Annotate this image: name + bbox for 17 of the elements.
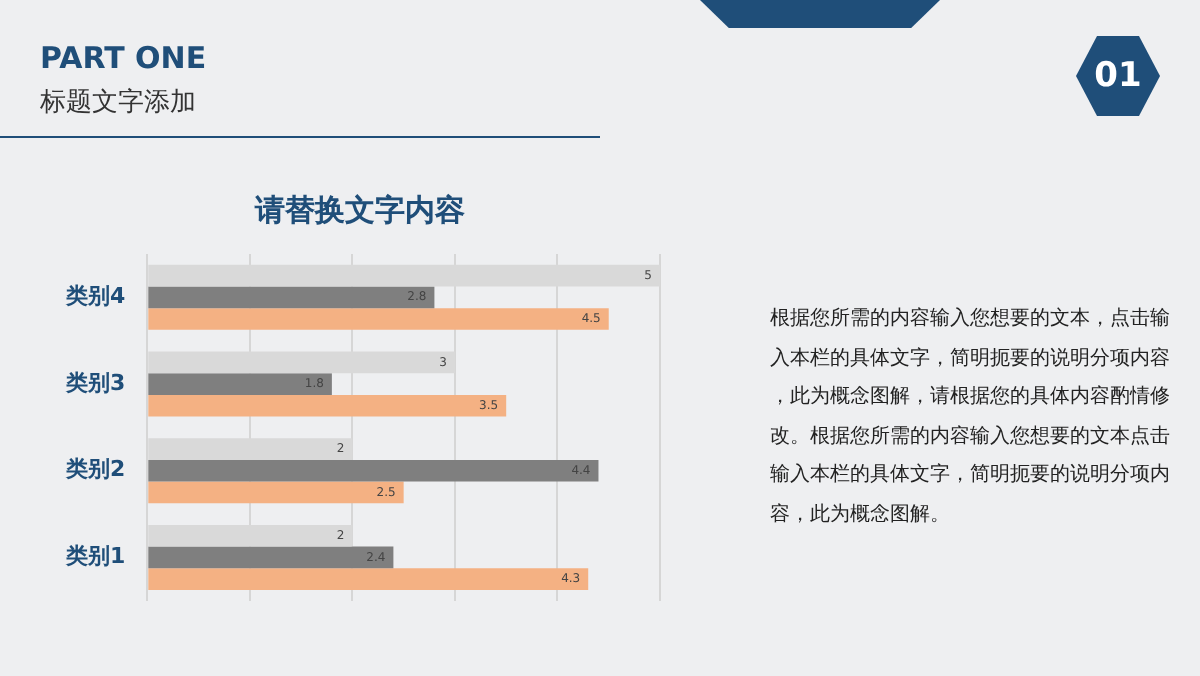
bar — [148, 568, 589, 590]
text: 标题文字添加 — [40, 86, 196, 120]
bar — [148, 546, 394, 569]
bar — [148, 286, 435, 309]
bar — [148, 481, 404, 504]
y-tick-label: 类别4 — [64, 283, 126, 310]
bar — [148, 394, 507, 417]
chart-title: 请替换文字内容 — [253, 191, 465, 228]
text: 01 — [1076, 36, 1160, 116]
bar — [148, 308, 609, 330]
bar — [148, 373, 332, 395]
y-tick-label: 类别3 — [64, 369, 126, 396]
bar — [148, 459, 599, 482]
text: 根据您所需的内容输入您想要的文本，点击输入本栏的具体文字，简明扼要的说明分项内容，此为概念图解，请根据您的具体内容酌情修改。根据您所需的内容输入您想要的文本点击输入本栏的具体文字，简明扼要的说明分项内容，此为概念图解。 — [770, 305, 1170, 529]
text: PART ONE — [40, 40, 207, 76]
y-tick-label: 类别1 — [64, 543, 126, 570]
y-tick-label: 类别2 — [64, 456, 126, 483]
